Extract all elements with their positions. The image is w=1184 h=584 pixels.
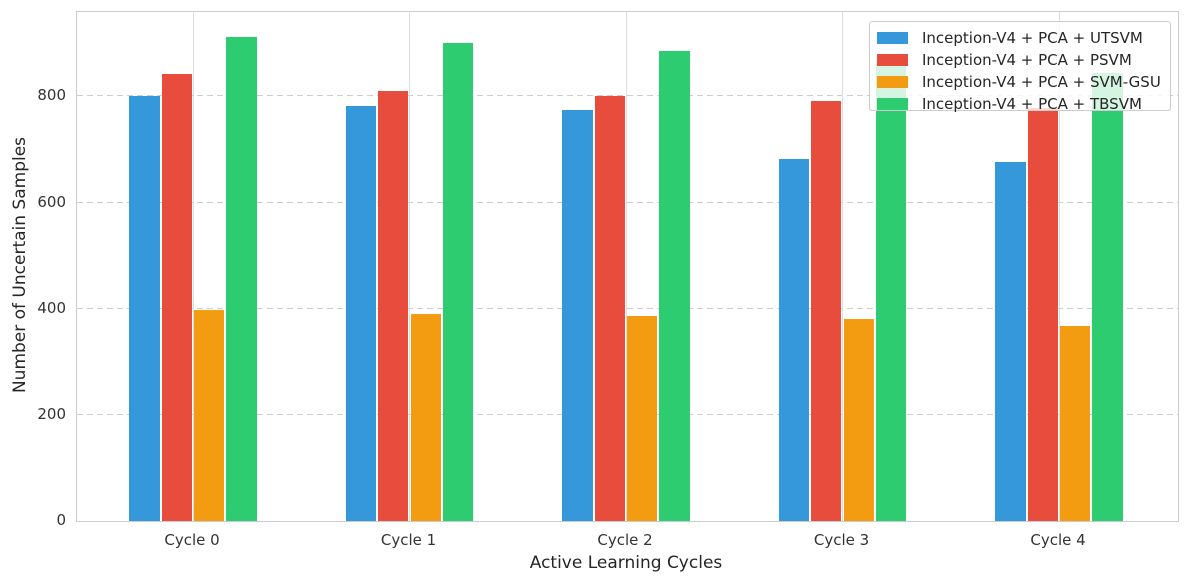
- gridline-x-0: [192, 12, 194, 521]
- bar-cycle-2-series-1: [594, 96, 625, 521]
- bar-cycle-1-series-0: [345, 106, 377, 521]
- y-tick-label-200: 200: [37, 404, 66, 423]
- bar-cycle-4-series-2: [1060, 325, 1091, 521]
- y-tick-label-400: 400: [37, 298, 66, 317]
- x-tick-label-cycle-2: Cycle 2: [597, 531, 653, 549]
- y-tick-label-0: 0: [56, 511, 66, 529]
- bar-cycle-0-series-2: [194, 309, 225, 521]
- legend-item-2: Inception-V4 + PCA + SVM-GSU: [877, 71, 1170, 93]
- legend-label: Inception-V4 + PCA + TBSVM: [922, 95, 1142, 113]
- bar-cycle-4-series-3: [1092, 72, 1123, 521]
- legend-swatch-icon: [877, 32, 908, 44]
- bar-cycle-1-series-1: [378, 91, 409, 521]
- gridline-y-400: [77, 307, 1178, 309]
- bar-cycle-0-series-3: [226, 36, 257, 521]
- legend-label: Inception-V4 + PCA + SVM-GSU: [922, 73, 1161, 91]
- bar-cycle-2-series-3: [659, 51, 690, 521]
- y-axis-label: Number of Uncertain Samples: [10, 136, 30, 394]
- y-tick-label-600: 600: [37, 192, 66, 211]
- y-tick-label-800: 800: [37, 86, 66, 105]
- bar-cycle-4-series-1: [1027, 107, 1058, 521]
- gridline-x-1: [409, 12, 410, 521]
- legend-item-0: Inception-V4 + PCA + UTSVM: [877, 27, 1170, 49]
- bar-cycle-1-series-2: [410, 314, 441, 521]
- x-tick-label-cycle-0: Cycle 0: [164, 531, 220, 549]
- bar-cycle-1-series-3: [442, 43, 474, 521]
- bar-cycle-0-series-1: [161, 73, 192, 521]
- legend-swatch-icon: [877, 76, 908, 88]
- legend-label: Inception-V4 + PCA + UTSVM: [922, 29, 1143, 47]
- gridline-x-4: [1058, 12, 1060, 521]
- legend: Inception-V4 + PCA + UTSVM Inception-V4 +…: [869, 21, 1171, 113]
- bar-cycle-2-series-0: [562, 109, 593, 521]
- legend-swatch-icon: [877, 54, 908, 66]
- x-tick-label-cycle-4: Cycle 4: [1030, 531, 1086, 549]
- plot-area: Inception-V4 + PCA + UTSVM Inception-V4 +…: [76, 11, 1179, 522]
- bar-cycle-4-series-0: [995, 162, 1026, 521]
- x-axis-label: Active Learning Cycles: [529, 553, 723, 573]
- gridline-x-2: [625, 12, 627, 521]
- x-tick-label-cycle-1: Cycle 1: [380, 531, 437, 549]
- gridline-y-800: [77, 95, 1178, 97]
- bar-cycle-3-series-2: [843, 319, 874, 521]
- bar-cycle-2-series-2: [627, 315, 658, 521]
- gridline-y-600: [77, 201, 1178, 203]
- bar-cycle-0-series-0: [129, 96, 160, 521]
- legend-swatch-icon: [877, 98, 908, 110]
- bar-cycle-3-series-3: [875, 61, 907, 521]
- legend-item-1: Inception-V4 + PCA + PSVM: [877, 49, 1170, 71]
- bar-cycle-3-series-0: [778, 158, 810, 521]
- gridline-x-3: [842, 12, 843, 521]
- bar-cycle-3-series-1: [811, 101, 842, 521]
- legend-item-3: Inception-V4 + PCA + TBSVM: [877, 93, 1170, 115]
- legend-label: Inception-V4 + PCA + PSVM: [922, 51, 1132, 69]
- x-tick-label-cycle-3: Cycle 3: [813, 531, 870, 549]
